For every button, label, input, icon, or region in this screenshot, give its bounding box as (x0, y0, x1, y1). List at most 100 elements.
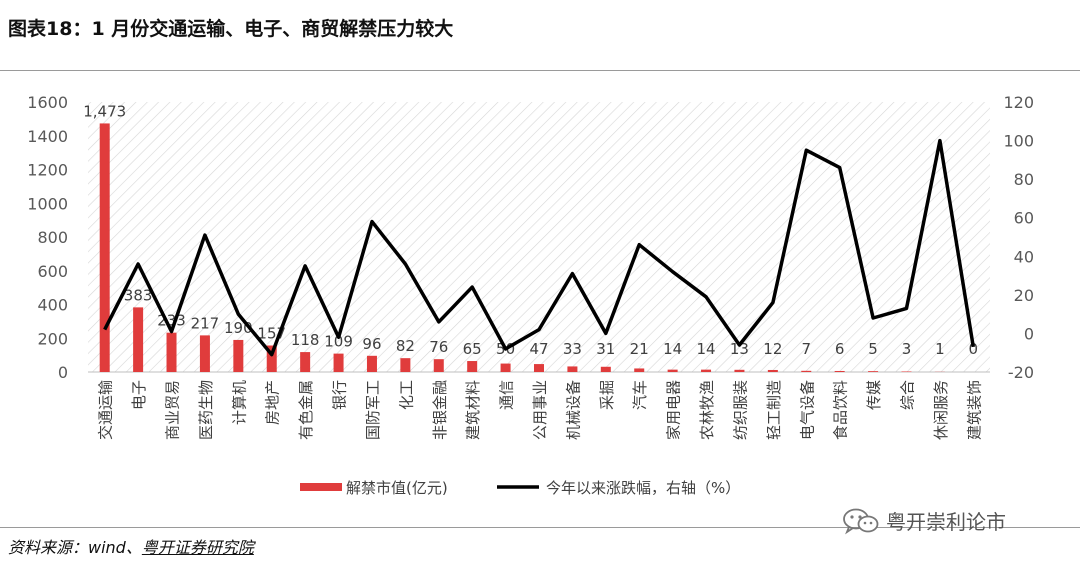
bar-建筑材料 (467, 361, 478, 372)
bar-data-label: 12 (763, 340, 782, 358)
x-category-label: 公用事业 (531, 380, 549, 440)
bar-data-label: 6 (835, 340, 845, 358)
source-note: 资料来源：wind、粤开证券研究院 (8, 534, 254, 558)
y-left-tick-label: 1400 (27, 127, 68, 146)
y-right-tick-label: 120 (1003, 93, 1034, 112)
x-category-label: 农林牧渔 (698, 380, 716, 440)
legend-label-line: 今年以来涨跌幅，右轴（%） (546, 479, 740, 497)
bar-data-label: 33 (563, 340, 582, 358)
bar-农林牧渔 (701, 369, 712, 372)
x-category-label: 轻工制造 (765, 380, 783, 440)
source-org: 粤开证券研究院 (141, 538, 254, 557)
bar-data-label: 118 (291, 331, 320, 349)
x-category-label: 综合 (898, 380, 916, 410)
x-category-label: 计算机 (230, 380, 248, 425)
bar-data-label: 96 (362, 335, 381, 353)
top-divider (0, 70, 1080, 71)
bar-data-label: 14 (696, 340, 715, 358)
bar-机械设备 (567, 366, 578, 372)
y-right-tick-label: 40 (1014, 247, 1034, 266)
bar-data-label: 383 (124, 286, 153, 304)
series-line-change (103, 138, 976, 357)
y-left-tick-label: 1000 (27, 194, 68, 213)
x-category-label: 有色金属 (297, 380, 315, 440)
bar-纺织服装 (734, 369, 745, 372)
y-left-tick-label: 800 (37, 228, 68, 247)
x-category-label: 休闲服务 (932, 380, 950, 440)
y-right-tick-label: 20 (1014, 286, 1034, 305)
x-category-label: 汽车 (631, 380, 649, 410)
x-category-label: 建筑材料 (464, 380, 482, 440)
y-left-tick-label: 400 (37, 296, 68, 315)
bar-data-label: 47 (529, 340, 548, 358)
source-prefix: 资料来源：wind、 (8, 538, 142, 557)
bar-房地产 (266, 345, 277, 372)
x-category-label: 采掘 (598, 380, 616, 410)
x-category-label: 化工 (397, 380, 415, 410)
y-right-tick-label: 80 (1014, 170, 1034, 189)
bar-有色金属 (300, 352, 311, 372)
y-right-tick-label: 60 (1014, 209, 1034, 228)
y-right-tick-label: -20 (1008, 363, 1034, 382)
bar-综合 (901, 371, 912, 372)
bar-非银金融 (433, 359, 444, 372)
bar-data-label: 217 (191, 314, 220, 332)
y-left-tick-label: 600 (37, 262, 68, 281)
watermark-text: 粤开崇利论市 (886, 510, 1006, 534)
bar-化工 (400, 358, 411, 372)
bar-data-label: 5 (868, 340, 878, 358)
legend-label-bar: 解禁市值(亿元) (346, 479, 448, 497)
x-category-label: 食品饮料 (832, 380, 850, 440)
legend-swatch-bar (300, 483, 342, 491)
x-category-label: 交通运输 (97, 380, 115, 440)
watermark: 粤开崇利论市 (842, 506, 1006, 535)
bar-医药生物 (199, 335, 210, 372)
x-category-label: 房地产 (264, 380, 282, 425)
y-left-tick-label: 1200 (27, 161, 68, 180)
y-right-tick-label: 0 (1024, 324, 1034, 343)
x-category-label: 银行 (331, 380, 349, 410)
bar-银行 (333, 353, 344, 372)
figure-title: 图表18：1 月份交通运输、电子、商贸解禁压力较大 (8, 18, 454, 40)
bar-data-label: 31 (596, 340, 615, 358)
x-category-label: 国防军工 (364, 380, 382, 440)
y-left-tick-label: 0 (58, 363, 68, 382)
bar-data-label: 65 (463, 340, 482, 358)
bar-data-label: 76 (429, 338, 448, 356)
x-category-label: 医药生物 (197, 380, 215, 440)
x-category-label: 纺织服装 (731, 380, 749, 440)
x-category-label: 商业贸易 (164, 380, 182, 440)
bar-data-label: 109 (324, 333, 353, 351)
bar-公用事业 (534, 364, 544, 372)
bar-data-label: 1 (935, 340, 945, 358)
bar-汽车 (634, 368, 645, 372)
bar-data-label: 82 (396, 337, 415, 355)
x-category-label: 家用电器 (665, 380, 683, 440)
bar-家用电器 (667, 369, 678, 372)
bar-交通运输 (99, 123, 110, 373)
bar-data-label: 13 (730, 340, 749, 358)
x-category-label: 通信 (498, 380, 516, 410)
x-category-label: 机械设备 (564, 380, 582, 440)
x-category-label: 非银金融 (431, 380, 449, 440)
x-category-label: 建筑装饰 (965, 380, 983, 440)
x-category-label: 传媒 (865, 380, 883, 410)
bar-data-label: 14 (663, 340, 682, 358)
bar-采掘 (600, 366, 611, 372)
bar-data-label: 1,473 (83, 102, 126, 120)
bar-计算机 (233, 339, 244, 372)
bar-data-label: 7 (801, 340, 811, 358)
y-left-tick-label: 1600 (27, 93, 68, 112)
bottom-divider (0, 527, 1080, 528)
bar-电气设备 (801, 370, 812, 372)
bar-轻工制造 (767, 369, 778, 372)
bar-data-label: 3 (902, 340, 912, 358)
bar-国防军工 (366, 355, 377, 372)
bar-data-label: 21 (630, 340, 649, 358)
bar-电子 (133, 307, 144, 372)
bar-通信 (500, 363, 511, 372)
bar-传媒 (868, 371, 879, 372)
bar-商业贸易 (166, 332, 177, 372)
x-category-label: 电气设备 (798, 380, 816, 440)
